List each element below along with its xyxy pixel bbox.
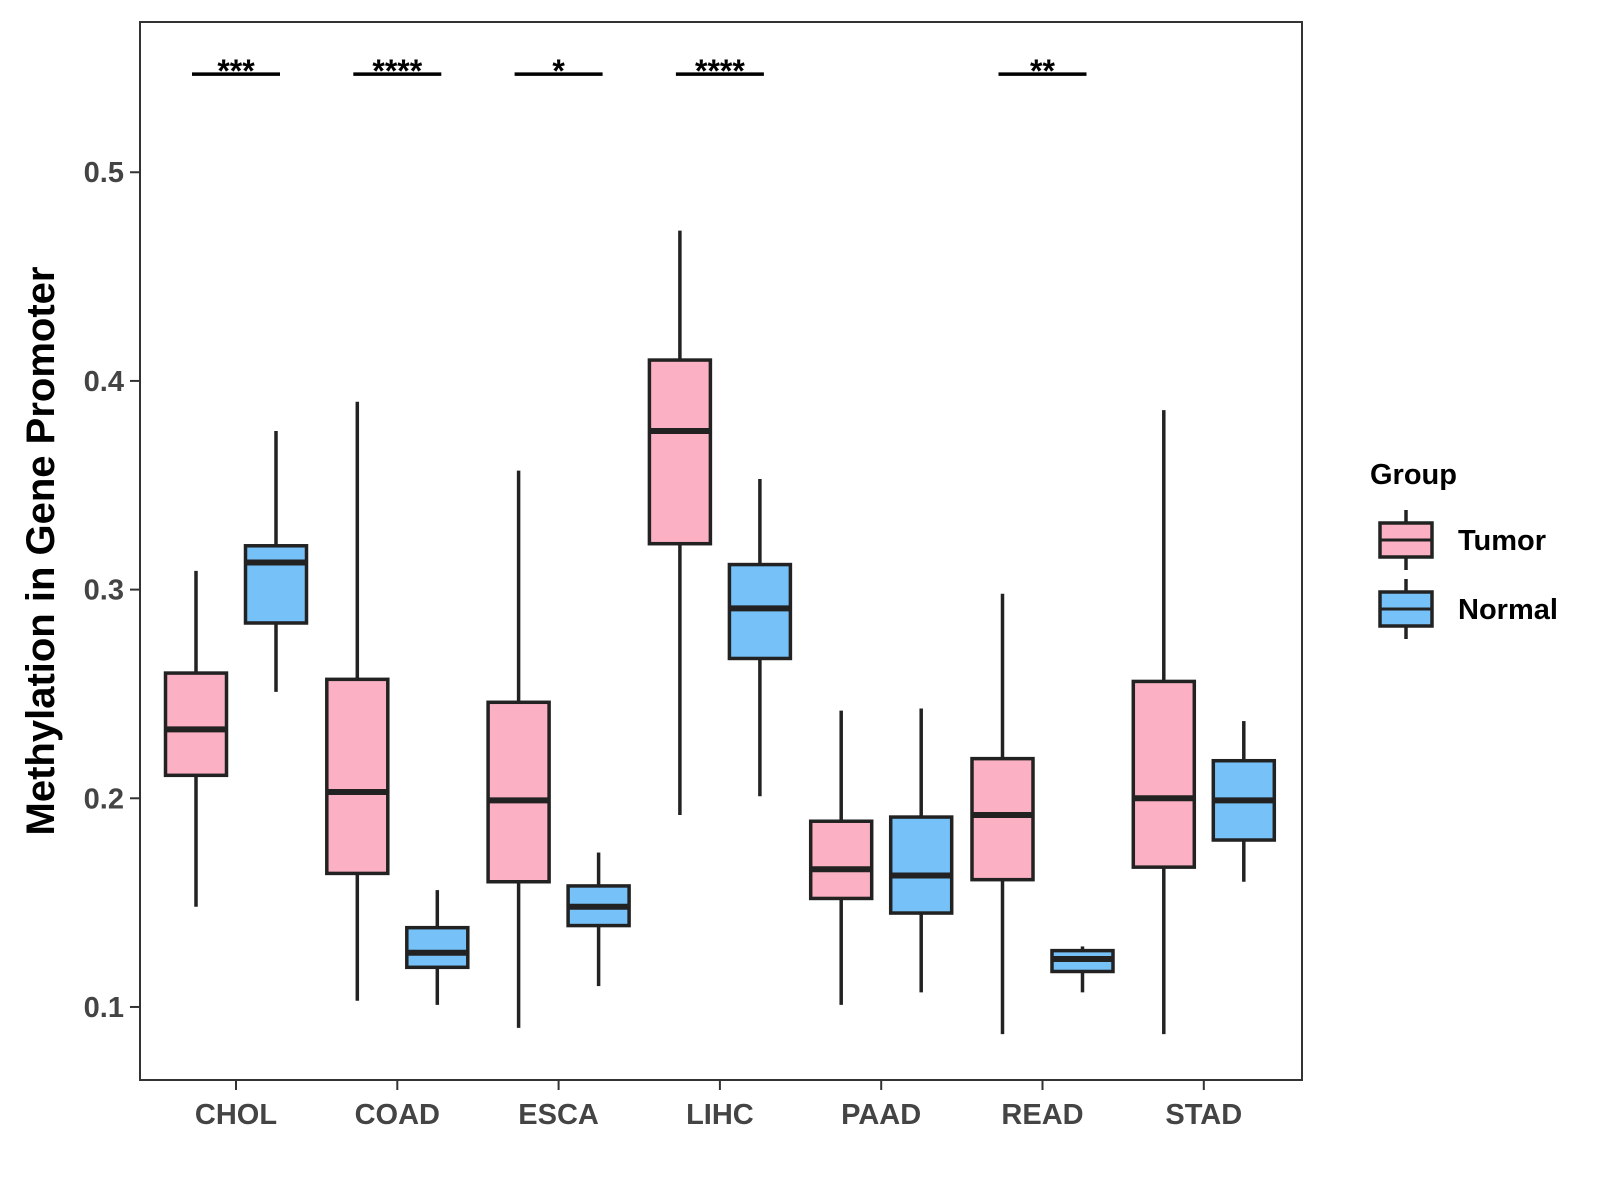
legend-entries: Tumor Normal [1378, 510, 1558, 639]
y-tick-label: 0.2 [84, 783, 124, 815]
y-axis-title: Methylation in Gene Promoter [19, 267, 63, 836]
legend-entry-tumor: Tumor [1378, 510, 1546, 570]
box-iqr [647, 358, 713, 546]
box-tumor-stad [1131, 410, 1197, 1035]
box-normal-read [1050, 946, 1115, 993]
x-tick-label: READ [1001, 1099, 1083, 1131]
box-iqr [243, 544, 309, 625]
x-tick-label: LIHC [686, 1099, 754, 1131]
x-tick-label: ESCA [518, 1099, 599, 1131]
legend-entry-normal: Normal [1378, 579, 1558, 639]
box-normal-stad [1211, 721, 1277, 882]
significance-annotations: *** **** * **** ** [192, 53, 1087, 89]
x-tick-label: PAAD [841, 1099, 921, 1131]
boxes [163, 230, 1277, 1035]
x-tick-label: STAD [1165, 1099, 1242, 1131]
box-iqr [808, 819, 874, 901]
box-tumor-coad [325, 401, 390, 1001]
box-iqr [405, 925, 470, 970]
significance-label: **** [372, 53, 422, 89]
significance-label: ** [1030, 53, 1055, 89]
y-tick-label: 0.4 [84, 366, 124, 398]
box-iqr [970, 756, 1035, 882]
y-tick-label: 0.1 [84, 992, 124, 1024]
plot-panel [139, 21, 1303, 1081]
box-normal-lihc [727, 479, 793, 797]
box-tumor-paad [808, 710, 874, 1005]
box-iqr [727, 562, 793, 661]
box-iqr [1131, 679, 1197, 869]
legend-title: Group [1370, 459, 1457, 491]
x-tick-label: CHOL [195, 1099, 277, 1131]
box-normal-chol [243, 431, 309, 692]
box-iqr [163, 671, 229, 778]
box-tumor-esca [486, 470, 551, 1028]
significance-label: * [552, 53, 565, 89]
box-normal-coad [405, 890, 470, 1005]
significance-label: **** [695, 53, 745, 89]
significance-label: *** [217, 53, 255, 89]
y-axis: 0.1 0.2 0.3 0.4 0.5 [84, 157, 140, 1024]
legend: Group Tumor Normal [1370, 459, 1558, 639]
box-tumor-chol [163, 570, 229, 907]
y-tick-label: 0.3 [84, 575, 124, 607]
legend-label: Tumor [1458, 525, 1546, 557]
box-iqr [486, 700, 551, 884]
x-tick-label: COAD [355, 1099, 440, 1131]
box-tumor-lihc [647, 230, 713, 815]
legend-label: Normal [1458, 594, 1558, 626]
y-tick-label: 0.5 [84, 157, 124, 189]
box-normal-esca [566, 852, 631, 987]
x-axis: CHOL COAD ESCA LIHC PAAD READ STAD [195, 1080, 1242, 1131]
box-iqr [325, 677, 390, 876]
box-tumor-read [970, 593, 1035, 1035]
box-iqr [888, 815, 954, 915]
box-normal-paad [888, 708, 954, 993]
